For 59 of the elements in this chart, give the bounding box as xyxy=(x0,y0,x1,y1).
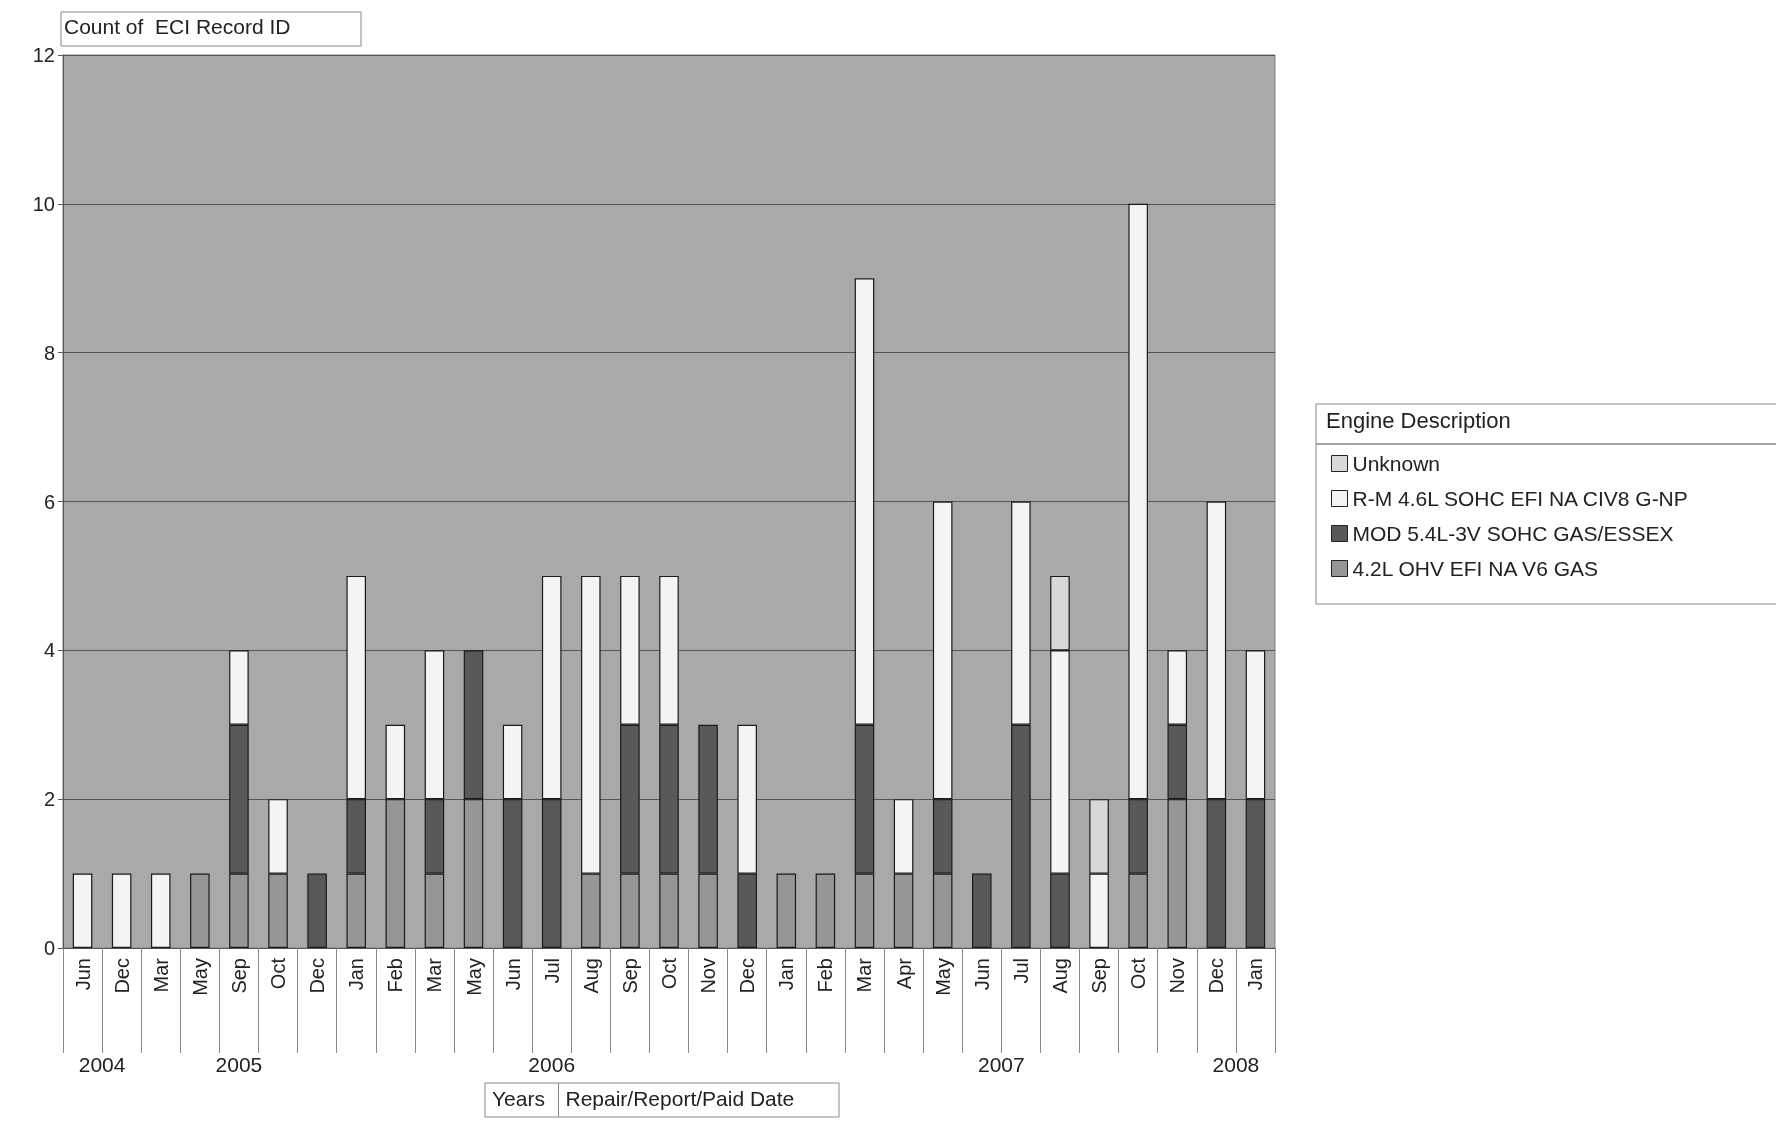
bar xyxy=(815,873,836,948)
bar xyxy=(972,873,992,948)
text: 2004 xyxy=(78,1053,126,1076)
x-tick-label: Dec xyxy=(1205,958,1228,994)
x-tick-label: Oct xyxy=(267,957,290,990)
y-tick-label: 10 xyxy=(32,192,55,215)
bar xyxy=(190,873,210,948)
x-tick-label: Jan xyxy=(345,958,368,991)
x-tick-label: Jan xyxy=(775,958,798,991)
x-tick-label: Oct xyxy=(658,957,680,990)
x-tick-label: Nov xyxy=(697,958,720,994)
x-tick-label: Feb xyxy=(384,958,407,993)
text: 2008 xyxy=(1212,1053,1260,1076)
x-tick-label: Mar xyxy=(423,957,446,993)
y-tick-label: 0 xyxy=(43,937,55,959)
x-tick-label: Mar xyxy=(853,957,876,993)
x-tick-label: Jun xyxy=(71,958,94,991)
text: 2007 xyxy=(977,1053,1025,1076)
text: 2005 xyxy=(215,1053,263,1076)
y-tick-label: 8 xyxy=(43,341,55,364)
x-tick-label: Jun xyxy=(501,958,524,991)
x-tick-label: May xyxy=(462,958,485,996)
legend-label: R-M 4.6L SOHC EFI NA CIV8 G-NP xyxy=(1352,487,1688,510)
bar xyxy=(72,873,93,948)
x-tick-label: Dec xyxy=(110,958,133,994)
x-tick-label: Jul xyxy=(540,958,563,984)
text: 2006 xyxy=(528,1053,576,1076)
x-tick-label: Sep xyxy=(1088,958,1111,994)
text: Years xyxy=(492,1087,545,1110)
y-tick-label: 4 xyxy=(43,639,55,662)
y-tick-label: 2 xyxy=(43,788,55,811)
x-tick-label: Aug xyxy=(1048,958,1071,994)
x-tick-label: Jan xyxy=(1244,958,1267,991)
legend-label: 4.2L OHV EFI NA V6 GAS xyxy=(1352,557,1598,580)
legend-label: Unknown xyxy=(1352,452,1441,475)
x-tick-label: Nov xyxy=(1166,958,1189,994)
x-tick-label: May xyxy=(931,958,954,996)
x-tick-label: Mar xyxy=(149,957,172,993)
legend-title: Engine Description xyxy=(1326,407,1511,433)
x-tick-label: Dec xyxy=(306,958,329,994)
bar xyxy=(150,873,171,948)
x-tick-label: Oct xyxy=(1127,957,1150,990)
x-tick-label: Jul xyxy=(1009,958,1032,984)
x-tick-label: Sep xyxy=(227,958,250,994)
x-tick-label: Sep xyxy=(618,958,641,994)
x-tick-label: May xyxy=(188,958,211,996)
y-axis-title: Count of ECI Record ID xyxy=(64,15,291,38)
bar xyxy=(776,873,797,948)
x-tick-label: Apr xyxy=(892,957,915,990)
y-tick-label: 6 xyxy=(43,490,55,513)
x-tick-label: Jun xyxy=(970,958,993,991)
x-tick-label: Dec xyxy=(736,958,759,994)
bar xyxy=(111,873,132,948)
x-tick-label: Aug xyxy=(579,958,602,994)
x-tick-label: Feb xyxy=(814,958,837,993)
text: Repair/Report/Paid Date xyxy=(565,1087,795,1110)
y-tick-label: 12 xyxy=(32,44,55,66)
bar xyxy=(307,873,327,948)
legend-label: MOD 5.4L-3V SOHC GAS/ESSEX xyxy=(1352,522,1674,545)
